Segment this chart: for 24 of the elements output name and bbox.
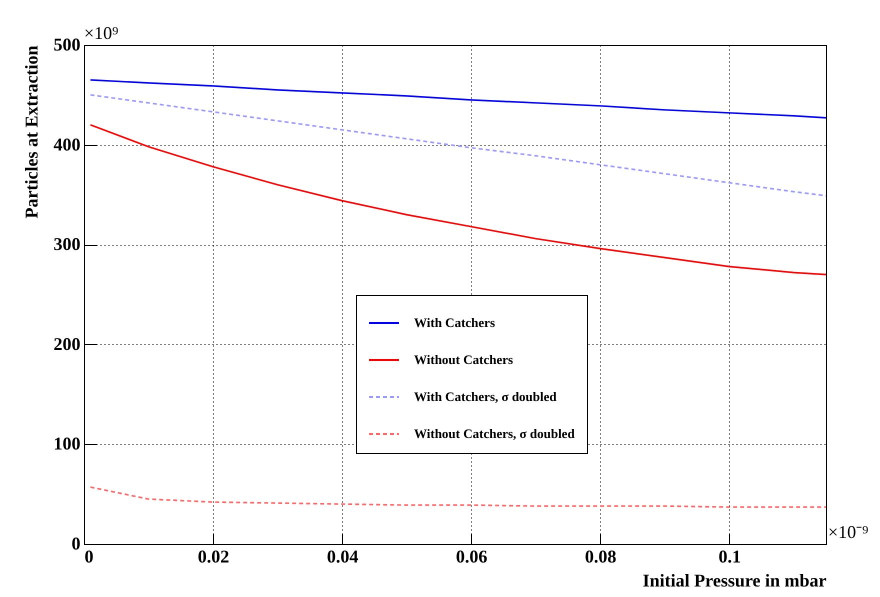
x-tick-label: 0.08 [584, 546, 616, 566]
y-tick-label: 500 [54, 34, 80, 54]
y-tick-label: 0 [72, 534, 80, 554]
legend-label: Without Catchers, σ doubled [414, 426, 576, 441]
x-axis-title: Initial Pressure in mbar [642, 570, 827, 590]
legend-label: Without Catchers [414, 352, 514, 367]
y-axis-title: Particles at Extraction [22, 46, 42, 218]
y-tick-label: 300 [54, 234, 80, 254]
x-tick-label: 0.06 [456, 546, 488, 566]
y-tick-label: 200 [54, 334, 80, 354]
y-tick-label: 100 [54, 434, 80, 454]
line-series [90, 124, 827, 276]
line-series [90, 79, 827, 119]
x-tick-label: 0.02 [198, 546, 230, 566]
x-tick-label: 0.1 [718, 546, 741, 566]
x-tick-label: 0.04 [326, 546, 358, 566]
x-tick-label: 0 [84, 546, 94, 566]
text: ×10⁹ [84, 23, 118, 43]
legend-label: With Catchers, σ doubled [414, 389, 558, 404]
y-tick-label: 400 [54, 134, 80, 154]
line-series [90, 486, 827, 508]
line-series [90, 94, 827, 196]
legend-label: With Catchers [414, 315, 496, 330]
text: ×10⁻⁹ [828, 522, 868, 542]
